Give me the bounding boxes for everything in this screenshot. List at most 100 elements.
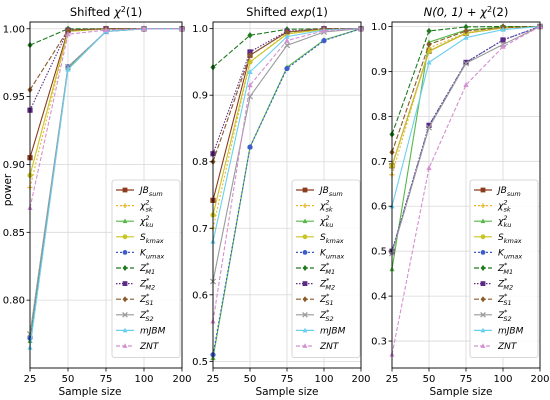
legend-box xyxy=(291,179,361,359)
legend-entry-ZS1: Z* S1 xyxy=(474,292,512,307)
legend-label-sub: S1 xyxy=(503,299,511,307)
legend-label-base: K xyxy=(498,248,505,258)
y-tick-label: 0.5 xyxy=(371,247,387,258)
legend-label-sub: M1 xyxy=(145,268,155,276)
legend-label-base: K xyxy=(140,248,147,258)
legend-entry-ZS2: Z* S2 xyxy=(296,308,334,323)
legend-label: mJBM xyxy=(320,326,346,336)
data-point-ZNT xyxy=(65,31,71,37)
legend-label-sup: * xyxy=(326,261,330,269)
y-tick-label: 0.6 xyxy=(192,290,208,301)
legend-entry-Skmax: Skmax xyxy=(474,233,522,245)
legend-label-sub: M2 xyxy=(503,284,513,292)
legend-label-sup: 2 xyxy=(325,214,329,222)
chart-title-suffix: (2) xyxy=(492,5,508,19)
legend-entry-Xku: χ2 ku xyxy=(474,214,511,229)
x-tick-label: 200 xyxy=(172,374,191,385)
legend-entry-ZM2: Z* M2 xyxy=(296,277,335,292)
y-tick-label: 0.7 xyxy=(192,224,208,235)
legend-label-base: S xyxy=(140,233,146,243)
y-axis-label: power xyxy=(2,173,14,206)
chart-title-base: χ xyxy=(113,5,122,19)
chart-title: Shifted exp(1) xyxy=(246,5,328,19)
x-tick-label: 25 xyxy=(386,374,399,385)
legend-label-base: χ xyxy=(497,217,504,227)
legend-label-sub: S2 xyxy=(145,315,153,323)
y-tick-label: 0.5 xyxy=(192,357,208,368)
legend-entry-ZS1: Z* S1 xyxy=(296,292,334,307)
legend-entry-Xsk: χ2 sk xyxy=(116,199,153,214)
legend-label: JBsum xyxy=(318,186,343,198)
legend-label-sub: S1 xyxy=(325,299,333,307)
legend-entry-Xku: χ2 ku xyxy=(296,214,333,229)
legend-label-sub: M1 xyxy=(325,268,335,276)
legend-marker xyxy=(302,265,308,271)
legend-box xyxy=(111,179,181,359)
x-tick-label: 100 xyxy=(314,374,333,385)
legend-marker xyxy=(122,203,128,208)
x-tick-label: 100 xyxy=(493,374,512,385)
legend-marker xyxy=(480,218,486,224)
x-tick-label: 100 xyxy=(134,374,153,385)
legend-label-base: Z xyxy=(497,264,505,274)
data-point-mJBM xyxy=(284,33,290,39)
legend-label-sup: * xyxy=(504,261,508,269)
chart-panel-3: 0.3 0.4 0.5 0.6 0.7 0.8 0.9 1.0 25 50 75 100 200 N(0,… xyxy=(371,5,549,385)
legend-marker xyxy=(480,265,486,271)
legend-entry-ZNT: ZNT xyxy=(296,342,340,352)
legend-label: Z* S2 xyxy=(497,308,512,323)
legend-label-sup: 2 xyxy=(325,199,329,207)
x-tick-label: 50 xyxy=(423,374,436,385)
legend-label: mJBM xyxy=(498,326,524,336)
data-point-ZNT xyxy=(426,165,432,171)
legend-entry-mJBM: mJBM xyxy=(296,326,346,336)
legend-label-sup: * xyxy=(146,292,150,300)
legend-marker xyxy=(122,343,128,348)
legend-marker xyxy=(122,234,128,240)
data-point-ZM2 xyxy=(463,59,469,66)
legend-entry-JBsum: JBsum xyxy=(296,186,343,198)
y-tick-label: 0.7 xyxy=(371,157,387,168)
chart-title-base: N(0, 1) + χ xyxy=(424,5,488,19)
legend-label: ZNT xyxy=(319,342,340,352)
legend-entry-Skmax: Skmax xyxy=(296,233,344,245)
data-point-ZNT xyxy=(284,37,290,43)
data-point-ZS1 xyxy=(284,28,290,36)
legend-marker xyxy=(302,187,308,193)
y-tick-label: 1.0 xyxy=(192,24,208,35)
y-tick-label: 0.8 xyxy=(192,157,208,168)
data-point-ZM1 xyxy=(463,23,469,31)
data-point-ZNT xyxy=(247,82,253,88)
legend-label-base: JB xyxy=(318,186,329,196)
legend-label-base: Z xyxy=(319,311,327,321)
chart-panel-1: 0.80 0.85 0.90 0.95 1.00 25 50 75 100 200 Shifted … xyxy=(3,5,192,385)
legend-label-sub: M2 xyxy=(145,284,155,292)
legend-label-sub: ku xyxy=(145,221,153,229)
legend-label-base: χ xyxy=(139,217,146,227)
legend-entry-ZNT: ZNT xyxy=(474,342,518,352)
legend-label-sub: sk xyxy=(325,206,332,214)
data-point-ZS2 xyxy=(425,124,433,131)
legend-label: ZNT xyxy=(497,342,518,352)
chart-title-suffix: (1) xyxy=(312,5,328,19)
legend-label: Z* S2 xyxy=(139,308,154,323)
y-tick-label: 0.85 xyxy=(3,228,25,239)
legend-label-sup: * xyxy=(504,308,508,316)
x-axis-label: Sample size xyxy=(58,386,121,398)
legend-label-base: ZNT xyxy=(319,342,340,352)
legend-label: Skmax xyxy=(320,233,344,245)
legend-label-sup: 2 xyxy=(145,214,149,222)
legend-entry-JBsum: JBsum xyxy=(116,186,163,198)
legend-marker xyxy=(480,187,486,193)
legend-label-base: mJBM xyxy=(498,326,524,336)
legend-marker xyxy=(480,296,486,303)
legend-label-sup: * xyxy=(146,277,150,285)
legend-marker xyxy=(302,311,308,318)
legend-label-base: Z xyxy=(319,264,327,274)
legend-label-sub: sum xyxy=(507,190,521,198)
data-point-Kumax xyxy=(284,65,290,72)
data-point-mJBM xyxy=(65,66,71,72)
legend-box xyxy=(469,179,539,359)
legend-label-base: Z xyxy=(139,280,147,290)
